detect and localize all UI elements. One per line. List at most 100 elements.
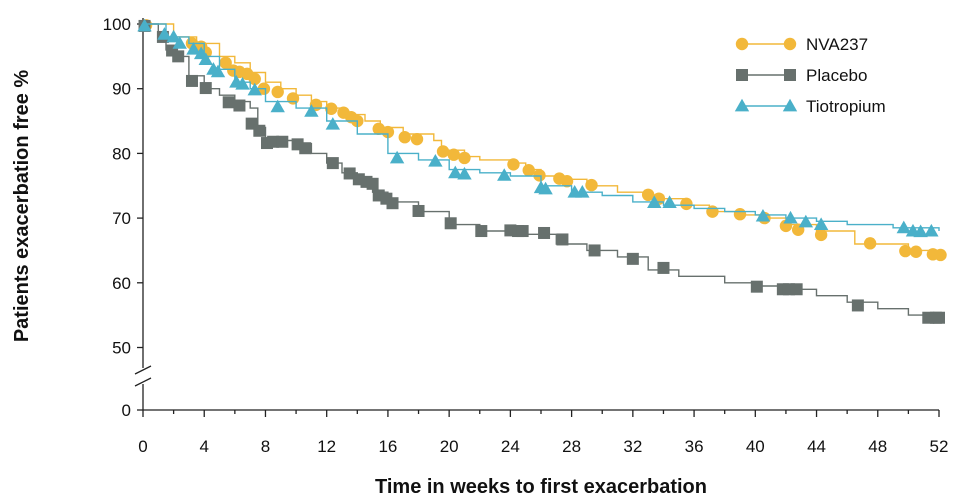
y-tick-label: 70	[112, 209, 131, 228]
data-point-placebo	[222, 96, 235, 109]
data-point-tiotropium	[166, 29, 181, 43]
data-point-placebo	[750, 280, 763, 293]
data-point-tiotropium	[172, 36, 187, 49]
data-point-placebo	[233, 99, 246, 112]
data-point-tiotropium	[813, 217, 829, 230]
data-point-placebo	[657, 261, 670, 274]
data-point-tiotropium	[210, 64, 226, 78]
data-point-nva237	[909, 245, 923, 258]
data-point-nva237	[286, 92, 300, 105]
data-point-nva237	[733, 208, 747, 221]
data-point-nva237	[436, 145, 450, 158]
x-tick-label: 16	[378, 437, 397, 456]
data-point-placebo	[790, 283, 803, 296]
data-point-nva237	[680, 197, 693, 211]
legend-marker-nva237	[783, 37, 797, 51]
data-point-tiotropium	[186, 42, 201, 55]
x-tick-label: 0	[138, 437, 147, 456]
data-point-tiotropium	[304, 104, 319, 117]
series-line-tiotropium	[143, 23, 940, 231]
data-point-placebo	[267, 135, 280, 148]
data-point-nva237	[381, 125, 395, 139]
data-point-nva237	[706, 205, 719, 218]
legend-label-nva237: NVA237	[806, 35, 868, 54]
y-tick-label: 0	[122, 401, 131, 420]
legend-marker-tiotropium	[782, 98, 798, 112]
data-point-tiotropium	[913, 224, 928, 238]
x-tick-label: 36	[685, 437, 704, 456]
data-point-tiotropium	[137, 18, 152, 32]
data-point-tiotropium	[157, 27, 172, 40]
x-tick-label: 20	[440, 437, 459, 456]
data-point-placebo	[366, 177, 379, 190]
data-point-nva237	[934, 248, 947, 262]
data-point-placebo	[626, 252, 639, 265]
data-point-placebo	[588, 244, 601, 257]
data-point-placebo	[185, 74, 198, 87]
data-point-placebo	[326, 157, 339, 170]
data-point-tiotropium	[662, 195, 677, 208]
data-point-tiotropium	[798, 214, 814, 228]
legend-marker-nva237	[735, 37, 749, 51]
data-point-tiotropium	[198, 52, 213, 65]
data-point-nva237	[398, 131, 411, 144]
data-point-tiotropium	[428, 153, 443, 167]
data-point-tiotropium	[896, 220, 911, 234]
y-tick-label: 50	[112, 339, 131, 358]
legend: NVA237 Placebo Tiotropium	[734, 35, 886, 116]
series-layer	[137, 18, 947, 324]
x-tick-label: 24	[501, 437, 520, 456]
legend-marker-placebo	[784, 69, 796, 81]
data-point-placebo	[172, 50, 185, 63]
data-point-tiotropium	[247, 82, 262, 96]
series-placebo	[138, 19, 945, 324]
data-point-nva237	[585, 178, 598, 192]
series-tiotropium	[137, 18, 940, 238]
data-point-tiotropium	[235, 76, 250, 90]
data-point-placebo	[556, 233, 569, 246]
series-nva237	[139, 19, 947, 262]
data-point-placebo	[538, 226, 551, 239]
legend-marker-tiotropium	[734, 98, 750, 112]
y-axis-break-mark	[134, 365, 152, 375]
data-point-nva237	[899, 244, 912, 258]
legend-label-placebo: Placebo	[806, 66, 867, 85]
data-point-tiotropium	[448, 165, 463, 179]
data-point-placebo	[276, 135, 289, 148]
legend-marker-placebo	[736, 69, 748, 81]
data-point-nva237	[522, 164, 535, 177]
data-point-placebo	[444, 217, 457, 230]
data-point-placebo	[199, 82, 212, 95]
data-point-nva237	[248, 72, 261, 86]
x-tick-label: 40	[746, 437, 765, 456]
data-point-tiotropium	[389, 150, 405, 164]
data-point-nva237	[560, 175, 574, 188]
legend-label-tiotropium: Tiotropium	[806, 97, 886, 116]
data-point-placebo	[475, 225, 488, 238]
data-point-nva237	[325, 102, 338, 115]
y-tick-label: 60	[112, 274, 131, 293]
x-tick-label: 28	[562, 437, 581, 456]
data-point-tiotropium	[538, 181, 553, 195]
data-point-tiotropium	[783, 210, 798, 224]
data-point-tiotropium	[575, 185, 590, 198]
data-point-placebo	[253, 124, 266, 137]
data-point-placebo	[516, 225, 529, 238]
x-tick-label: 44	[807, 437, 826, 456]
data-point-placebo	[933, 311, 945, 324]
data-point-tiotropium	[497, 168, 512, 181]
data-point-placebo	[299, 142, 312, 155]
data-point-nva237	[641, 188, 655, 202]
data-point-tiotropium	[270, 99, 285, 113]
data-point-tiotropium	[457, 166, 472, 180]
data-point-nva237	[410, 132, 424, 146]
y-axis-title: Patients exacerbation free %	[11, 70, 33, 343]
data-point-placebo	[851, 299, 864, 312]
data-point-nva237	[863, 237, 877, 250]
data-point-nva237	[219, 56, 232, 70]
x-tick-label: 12	[317, 437, 336, 456]
data-point-placebo	[386, 197, 399, 210]
data-point-nva237	[271, 85, 284, 99]
data-point-nva237	[447, 148, 460, 161]
